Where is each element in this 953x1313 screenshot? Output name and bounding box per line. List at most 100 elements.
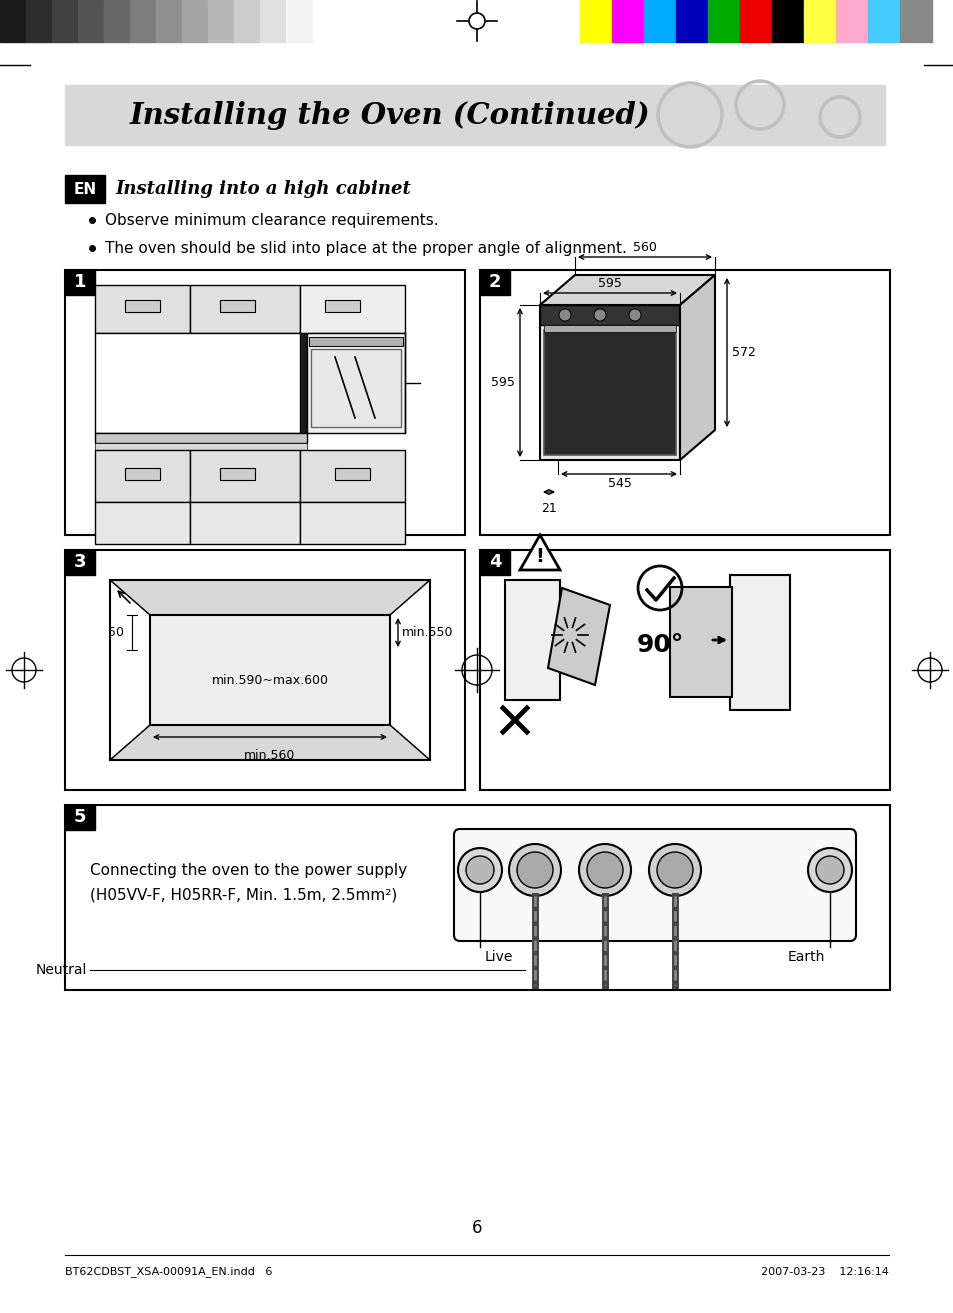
Bar — [867, 0, 899, 42]
Text: 4: 4 — [488, 553, 500, 571]
Bar — [220, 467, 254, 481]
Circle shape — [660, 856, 688, 884]
Bar — [479, 270, 889, 534]
Bar — [311, 349, 400, 427]
Text: 2: 2 — [488, 273, 500, 291]
Circle shape — [517, 852, 553, 888]
Circle shape — [558, 309, 571, 320]
Bar — [299, 450, 405, 502]
Bar — [543, 330, 676, 456]
Text: Earth: Earth — [787, 951, 824, 964]
Text: 595: 595 — [598, 277, 621, 290]
Bar — [771, 0, 803, 42]
Circle shape — [590, 856, 618, 884]
Text: BT62CDBST_XSA-00091A_EN.indd   6: BT62CDBST_XSA-00091A_EN.indd 6 — [65, 1267, 273, 1278]
Circle shape — [520, 856, 548, 884]
Bar — [208, 0, 233, 42]
Circle shape — [594, 309, 605, 320]
Circle shape — [807, 848, 851, 892]
Text: 50: 50 — [108, 625, 124, 638]
Circle shape — [586, 852, 622, 888]
Bar — [286, 0, 312, 42]
Bar — [539, 305, 679, 460]
Bar — [479, 550, 510, 575]
Bar — [669, 587, 731, 697]
Circle shape — [657, 852, 692, 888]
Bar — [307, 334, 405, 433]
Bar — [676, 0, 707, 42]
Bar — [335, 467, 370, 481]
Bar — [95, 450, 190, 502]
Bar — [190, 285, 299, 334]
Bar — [740, 0, 771, 42]
Text: 595: 595 — [491, 376, 515, 389]
Bar — [299, 285, 405, 334]
Bar — [95, 285, 190, 334]
Bar — [309, 337, 402, 347]
Bar — [260, 0, 286, 42]
Bar — [65, 805, 889, 990]
Circle shape — [815, 856, 843, 884]
Bar — [299, 502, 405, 544]
Bar — [182, 0, 208, 42]
Polygon shape — [110, 725, 430, 760]
Bar — [65, 270, 464, 534]
Text: min.560: min.560 — [244, 748, 295, 762]
Circle shape — [509, 844, 560, 895]
Polygon shape — [519, 534, 559, 570]
Bar — [479, 550, 889, 790]
Bar — [65, 805, 95, 830]
Bar — [539, 305, 679, 326]
Bar — [125, 467, 160, 481]
Text: 545: 545 — [607, 477, 631, 490]
Text: 90°: 90° — [636, 633, 683, 656]
Bar — [612, 0, 643, 42]
Text: (H05VV-F, H05RR-F, Min. 1.5m, 2.5mm²): (H05VV-F, H05RR-F, Min. 1.5m, 2.5mm²) — [90, 888, 396, 902]
Text: Neutral: Neutral — [35, 962, 87, 977]
Bar — [325, 299, 359, 312]
Polygon shape — [539, 274, 714, 305]
Bar — [65, 550, 95, 575]
Text: !: ! — [535, 548, 544, 566]
Text: 3: 3 — [73, 553, 86, 571]
Bar — [803, 0, 835, 42]
Circle shape — [465, 856, 494, 884]
Text: Installing the Oven (Continued): Installing the Oven (Continued) — [130, 101, 650, 130]
Bar — [579, 0, 612, 42]
Text: The oven should be slid into place at the proper angle of alignment.: The oven should be slid into place at th… — [105, 240, 626, 256]
Bar — [65, 85, 884, 144]
Bar — [0, 0, 26, 42]
Bar — [130, 0, 156, 42]
Bar — [78, 0, 104, 42]
Bar — [95, 334, 299, 433]
Bar — [220, 299, 254, 312]
Bar — [479, 270, 510, 295]
Bar — [643, 0, 676, 42]
Bar — [26, 0, 52, 42]
Bar — [95, 442, 307, 450]
Bar — [899, 0, 931, 42]
Polygon shape — [547, 588, 609, 685]
FancyBboxPatch shape — [454, 829, 855, 941]
Polygon shape — [110, 580, 430, 614]
Bar — [233, 0, 260, 42]
Text: Connecting the oven to the power supply: Connecting the oven to the power supply — [90, 863, 407, 877]
Text: 572: 572 — [731, 345, 755, 358]
Bar — [95, 502, 190, 544]
Text: Installing into a high cabinet: Installing into a high cabinet — [115, 180, 411, 198]
Text: 1: 1 — [73, 273, 86, 291]
Circle shape — [578, 844, 630, 895]
Circle shape — [648, 844, 700, 895]
Circle shape — [582, 848, 626, 892]
Circle shape — [513, 848, 557, 892]
Bar — [125, 299, 160, 312]
Bar — [52, 0, 78, 42]
Bar — [95, 433, 307, 442]
Text: min.550: min.550 — [401, 625, 453, 638]
Text: EN: EN — [73, 181, 96, 197]
Circle shape — [628, 309, 640, 320]
Bar — [65, 175, 105, 204]
Circle shape — [457, 848, 501, 892]
Bar — [190, 502, 299, 544]
Text: Live: Live — [484, 951, 513, 964]
